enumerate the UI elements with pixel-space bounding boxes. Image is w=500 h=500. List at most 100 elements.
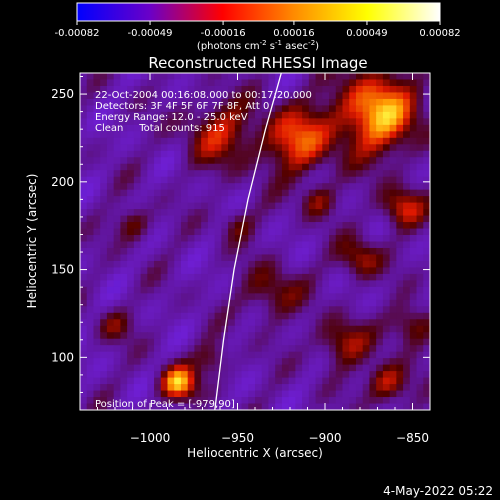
heatmap-cell — [127, 254, 135, 262]
heatmap-cell — [389, 358, 397, 366]
heatmap-cell — [113, 306, 121, 314]
heatmap-cell — [127, 286, 135, 294]
heatmap-cell — [194, 345, 202, 353]
heatmap-cell — [147, 364, 155, 372]
heatmap-cell — [322, 157, 330, 165]
heatmap-cell — [248, 377, 256, 385]
heatmap-cell — [133, 215, 142, 223]
heatmap-cell — [355, 157, 364, 165]
heatmap-cell — [349, 377, 357, 385]
heatmap-cell — [261, 189, 270, 197]
heatmap-cell — [355, 176, 364, 184]
heatmap-cell — [396, 325, 404, 333]
heatmap-cell — [127, 338, 135, 346]
heatmap-cell — [255, 118, 263, 126]
heatmap-cell — [275, 209, 283, 217]
heatmap-cell — [335, 358, 344, 366]
heatmap-cell — [396, 293, 404, 301]
heatmap-cell — [255, 241, 263, 249]
heatmap-cell — [127, 157, 135, 165]
heatmap-cell — [342, 137, 350, 145]
heatmap-cell — [214, 364, 222, 372]
heatmap-cell — [255, 73, 263, 81]
annotation-energy-range: Energy Range: 12.0 - 25.0 keV — [95, 112, 248, 123]
heatmap-cell — [288, 338, 296, 346]
heatmap-cell — [207, 260, 216, 269]
heatmap-cell — [160, 397, 169, 405]
heatmap-cell — [214, 183, 222, 191]
heatmap-cell — [140, 222, 148, 230]
heatmap-cell — [207, 371, 216, 379]
heatmap-cell — [335, 332, 344, 340]
heatmap-cell — [127, 371, 135, 379]
heatmap-cell — [281, 254, 290, 262]
heatmap-cell — [106, 390, 115, 398]
heatmap-cell — [214, 397, 222, 405]
heatmap-cell — [180, 157, 189, 165]
heatmap-cell — [409, 137, 418, 145]
heatmap-cell — [248, 163, 256, 171]
heatmap-cell — [288, 189, 296, 197]
heatmap-cell — [133, 150, 142, 158]
heatmap-cell — [403, 118, 411, 126]
heatmap-cell — [207, 79, 216, 87]
heatmap-cell — [423, 325, 430, 333]
heatmap-cell — [80, 371, 88, 379]
heatmap-cell — [93, 293, 101, 301]
heatmap-cell — [416, 293, 424, 301]
heatmap-cell — [409, 403, 418, 410]
heatmap-cell — [288, 358, 296, 366]
heatmap-cell — [349, 319, 357, 327]
heatmap-cell — [194, 286, 202, 294]
heatmap-cell — [342, 345, 350, 353]
heatmap-cell — [302, 351, 310, 359]
heatmap-cell — [234, 371, 243, 379]
heatmap-cell — [167, 92, 175, 100]
heatmap-cell — [106, 267, 115, 275]
heatmap-cell — [241, 397, 249, 405]
heatmap-cell — [127, 209, 135, 217]
heatmap-cell — [268, 403, 276, 410]
heatmap-cell — [106, 124, 115, 132]
heatmap-cell — [221, 131, 229, 139]
heatmap-cell — [342, 144, 350, 152]
heatmap-cell — [362, 273, 371, 281]
heatmap-cell — [100, 215, 108, 223]
heatmap-cell — [308, 325, 317, 333]
heatmap-cell — [409, 228, 418, 236]
heatmap-cell — [403, 351, 411, 359]
heatmap-cell — [86, 118, 95, 126]
heatmap-cell — [93, 92, 101, 100]
heatmap-cell — [308, 332, 317, 340]
heatmap-cell — [355, 163, 364, 171]
heatmap-cell — [207, 111, 216, 119]
heatmap-cell — [201, 273, 209, 281]
heatmap-cell — [80, 235, 88, 243]
heatmap-cell — [255, 228, 263, 236]
heatmap-cell — [160, 390, 169, 398]
heatmap-cell — [140, 254, 148, 262]
heatmap-cell — [382, 73, 391, 81]
heatmap-cell — [241, 157, 249, 165]
heatmap-cell — [180, 254, 189, 262]
heatmap-cell — [396, 299, 404, 307]
heatmap-cell — [396, 189, 404, 197]
heatmap-cell — [221, 332, 229, 340]
heatmap-cell — [201, 351, 209, 359]
heatmap-cell — [409, 267, 418, 275]
heatmap-cell — [93, 73, 101, 81]
heatmap-cell — [228, 267, 236, 275]
heatmap-cell — [93, 371, 101, 379]
heatmap-cell — [329, 189, 337, 197]
heatmap-cell — [409, 98, 418, 107]
heatmap-cell — [187, 273, 196, 281]
heatmap-cell — [295, 241, 303, 249]
heatmap-cell — [113, 358, 121, 366]
heatmap-cell — [180, 79, 189, 87]
heatmap-cell — [160, 377, 169, 385]
heatmap-cell — [362, 131, 371, 139]
heatmap-cell — [255, 247, 263, 256]
heatmap-cell — [329, 325, 337, 333]
heatmap-cell — [362, 267, 371, 275]
heatmap-cell — [349, 202, 357, 210]
